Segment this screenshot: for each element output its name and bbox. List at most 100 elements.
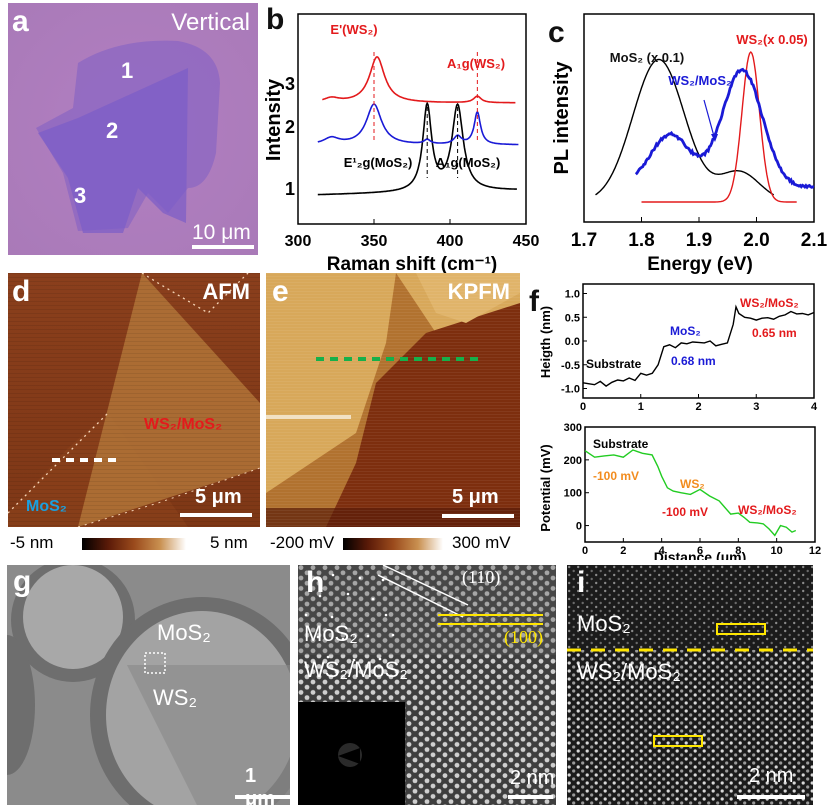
raman-xtick-label: 300 (285, 233, 312, 250)
potential-xtick-label: 10 (771, 545, 783, 557)
panel-h-scalebar (508, 795, 553, 799)
pl-ylabel: PL intensity (551, 61, 573, 175)
kpfm-colorbar (343, 538, 443, 550)
pl-legend-ws2: WS₂(x 0.05) (736, 32, 808, 47)
kpfm-scan-artifact (266, 415, 351, 419)
pl-chart: 1.7 1.8 1.9 2.0 2.1 PL intensity Energy (eV)… (550, 0, 837, 280)
point-3-label: 3 (74, 183, 86, 209)
height-ytick-label: 0.5 (565, 312, 580, 324)
potential-annot-ws2: WS₂ (680, 477, 705, 491)
panel-e-scalebar-label: 5 μm (452, 486, 499, 509)
pl-legend-hetero: WS₂/MoS₂ (668, 73, 732, 88)
hrtem-label-hetero: WS₂/MoS₂ (304, 657, 408, 683)
potential-annot-step2: -100 mV (662, 505, 708, 519)
raman-curve-label-3: 3 (285, 74, 295, 94)
panel-g-scalebar-label: 1 μm (245, 765, 290, 805)
panel-i-scalebar (737, 795, 805, 799)
panel-d-afm-image: d AFM WS₂/MoS₂ MoS₂ 5 μm (8, 273, 260, 527)
panel-a-scalebar-label: 10 μm (192, 221, 251, 245)
potential-profile-chart: 0 2 4 6 8 10 12 0 100 200 300 Potential (mV) Dista… (540, 410, 837, 560)
stem-label-hetero: WS₂/MoS₂ (577, 659, 681, 685)
potential-ytick-label: 300 (564, 422, 582, 434)
kpfm-colorbar-min: -200 mV (270, 533, 334, 553)
pl-xtick-label: 1.8 (628, 230, 654, 251)
raman-chart: 300 350 400 450 Intensity Raman shift (cm⁻¹… (258, 0, 548, 280)
panel-h-hrtem-image: h (110) (100) MoS₂ WS₂/MoS₂ 2 nm (298, 565, 556, 805)
panel-a-flake-drawing (8, 3, 258, 255)
pl-xtick-label: 1.9 (686, 230, 712, 251)
pl-legend-mos2: MoS₂ (x 0.1) (610, 50, 684, 65)
height-ytick-label: 0.0 (565, 336, 580, 348)
potential-series-line (585, 450, 796, 535)
potential-xtick-label: 2 (620, 545, 626, 557)
height-xtick-label: 0 (580, 401, 586, 410)
potential-xtick-label: 0 (582, 545, 588, 557)
panel-f-letter: f (529, 287, 539, 317)
hrtem-label-mos2: MoS₂ (304, 621, 358, 647)
panel-g-tem-image: g MoS₂ WS₂ 1 μm (7, 565, 290, 805)
raman-peak-label-e-ws2: E'(WS₂) (330, 22, 377, 37)
potential-annot-step1: -100 mV (593, 469, 639, 483)
height-annot-hetero: WS₂/MoS₂ (740, 296, 799, 310)
raman-ylabel: Intensity (263, 78, 285, 161)
panel-i-letter: i (577, 568, 585, 598)
pl-xtick-label: 1.7 (571, 230, 597, 251)
height-ylabel: Heigth (nm) (540, 306, 553, 378)
panel-d-scalebar-label: 5 μm (195, 486, 242, 509)
height-profile-chart: 0 1 2 3 4 -1.0 -0.5 0.0 0.5 1.0 Heigth (nm) Dista… (540, 270, 837, 410)
panel-h-letter: h (306, 568, 324, 598)
panel-g-letter: g (13, 567, 31, 597)
afm-colorbar-max: 5 nm (210, 533, 248, 553)
height-annot-mos2-step: 0.68 nm (671, 354, 716, 368)
raman-xlabel: Raman shift (cm⁻¹) (327, 254, 498, 275)
panel-d-letter: d (12, 277, 30, 307)
height-series-line (583, 307, 814, 386)
raman-xtick-label: 450 (513, 233, 540, 250)
height-annot-mos2: MoS₂ (670, 324, 701, 338)
potential-ylabel: Potential (mV) (540, 444, 553, 531)
raman-series-2 (318, 104, 519, 144)
potential-ytick-label: 0 (576, 521, 582, 533)
pl-xtick-label: 2.1 (801, 230, 828, 251)
tem-label-ws2: WS₂ (153, 685, 197, 711)
panel-d-scalebar (180, 513, 252, 517)
raman-series-1 (318, 103, 517, 194)
height-xtick-label: 4 (811, 401, 818, 410)
raman-plot-frame (298, 14, 526, 224)
raman-peak-label-a1g-ws2: A₁g(WS₂) (447, 56, 505, 71)
potential-ytick-label: 200 (564, 455, 582, 467)
afm-colorbar-min: -5 nm (10, 533, 53, 553)
hrtem-label-100: (100) (504, 627, 543, 648)
panel-a-optical-image: a Vertical 1 2 3 10 μm (8, 3, 258, 255)
height-annot-substrate: Substrate (586, 357, 642, 371)
panel-e-title: KPFM (448, 279, 510, 305)
raman-xtick-label: 350 (361, 233, 388, 250)
height-xtick-label: 1 (638, 401, 644, 410)
raman-curve-label-2: 2 (285, 117, 295, 137)
panel-h-scalebar-label: 2 nm (510, 767, 554, 790)
point-2-label: 2 (106, 118, 118, 144)
height-ytick-label: 1.0 (565, 289, 580, 301)
panel-a-title: Vertical (171, 9, 250, 37)
afm-label-hetero: WS₂/MoS₂ (144, 416, 222, 434)
raman-xtick-label: 400 (437, 233, 464, 250)
height-xtick-label: 3 (753, 401, 759, 410)
afm-label-mos2: MoS₂ (26, 498, 67, 516)
panel-e-scalebar (442, 514, 514, 518)
potential-xlabel: Distance (μm) (654, 549, 747, 560)
potential-annot-substrate: Substrate (593, 437, 649, 451)
tem-label-mos2: MoS₂ (157, 620, 211, 646)
potential-annot-hetero: WS₂/MoS₂ (738, 503, 797, 517)
height-ytick-label: -0.5 (561, 360, 580, 372)
hrtem-label-110: (110) (462, 567, 500, 588)
panel-e-kpfm-image: e KPFM 5 μm (266, 273, 520, 527)
panel-i-scalebar-label: 2 nm (749, 765, 793, 788)
panel-a-scalebar (192, 245, 254, 249)
pl-xtick-label: 2.0 (743, 230, 769, 251)
point-1-label: 1 (121, 58, 133, 84)
potential-ytick-label: 100 (564, 488, 582, 500)
raman-peak-label-e2g-mos2: E¹₂g(MoS₂) (344, 155, 413, 170)
height-ytick-label: -1.0 (561, 384, 580, 396)
panel-g-scalebar (235, 795, 290, 799)
raman-peak-label-a1g-mos2: A₁g(MoS₂) (436, 155, 501, 170)
